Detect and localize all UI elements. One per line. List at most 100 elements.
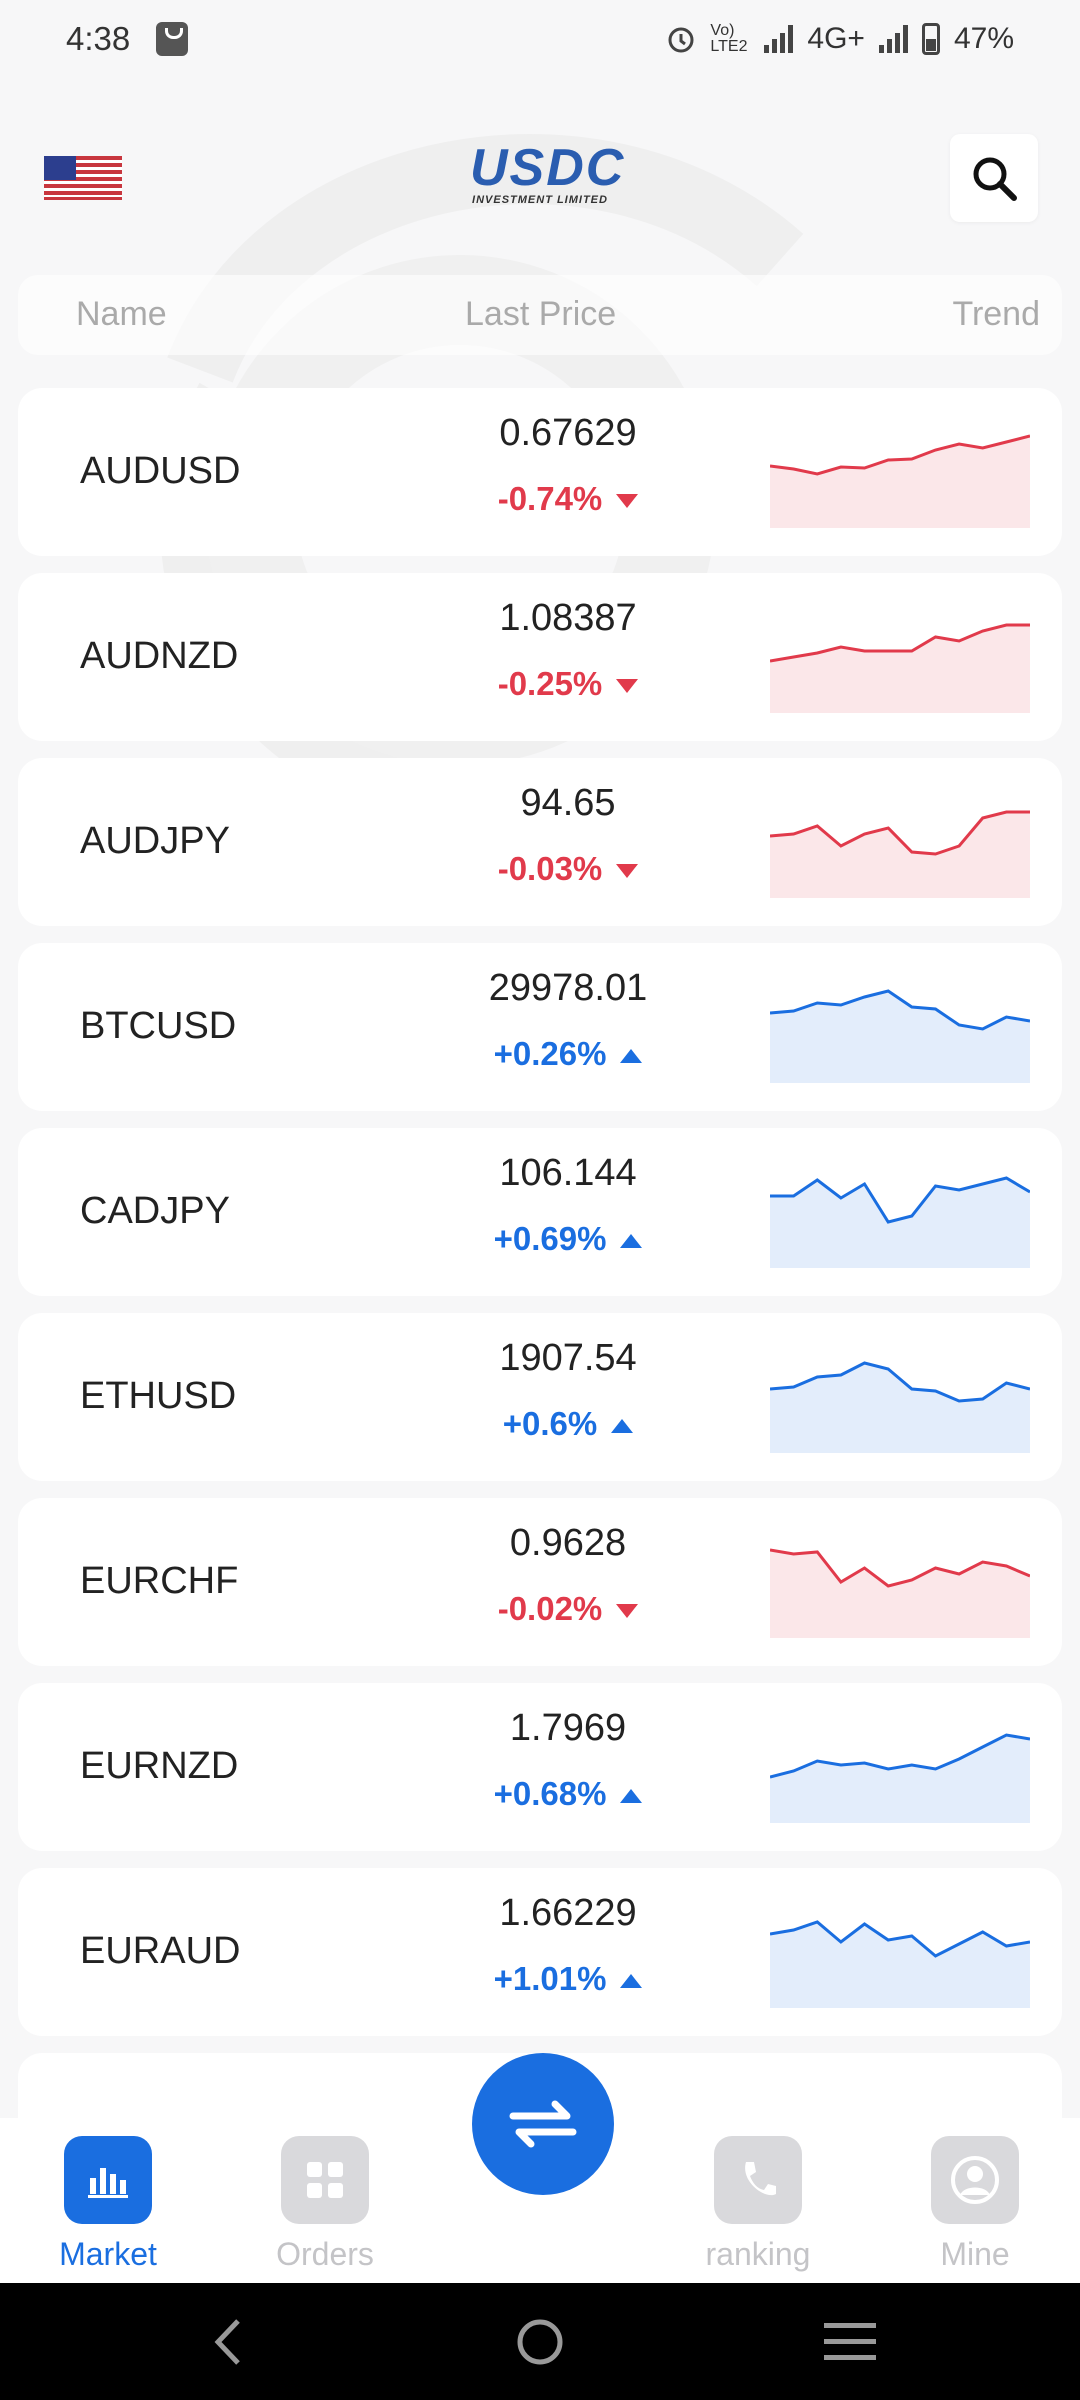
logo-text: USDC — [470, 139, 626, 197]
market-change-value: -0.02% — [497, 1590, 603, 1627]
nav-market[interactable]: Market — [28, 2136, 188, 2273]
grid-icon — [281, 2136, 369, 2224]
market-row[interactable]: AUDNZD 1.08387 -0.25% — [18, 573, 1062, 741]
market-symbol: EURCHF — [80, 1560, 239, 1602]
market-change-value: -0.03% — [497, 850, 603, 887]
triangle-up-icon — [620, 1789, 643, 1804]
trend-sparkline — [770, 1176, 1030, 1268]
triangle-down-icon — [616, 679, 639, 694]
market-price: 0.67629 — [499, 412, 637, 454]
triangle-up-icon — [620, 1049, 643, 1064]
trend-sparkline — [770, 810, 1030, 898]
market-change: +0.26% — [378, 1035, 758, 1073]
market-row[interactable]: EURCHF 0.9628 -0.02% — [18, 1498, 1062, 1666]
sparkline-line — [770, 1733, 1030, 1779]
triangle-down-icon — [616, 1604, 639, 1619]
market-symbol: EURNZD — [80, 1745, 239, 1787]
menu-icon[interactable] — [824, 2321, 876, 2363]
status-bar: 4:38 Vo) LTE2 4G+ 47% — [0, 0, 1080, 78]
market-change: +1.01% — [378, 1960, 758, 1998]
sparkline-area — [770, 991, 1030, 1083]
market-price: 0.9628 — [509, 1522, 627, 1564]
market-change-value: +0.68% — [493, 1775, 607, 1812]
us-flag-icon[interactable] — [44, 156, 122, 200]
phone-icon — [714, 2136, 802, 2224]
swap-button[interactable] — [472, 2053, 614, 2195]
trend-sparkline — [770, 1920, 1030, 2008]
alarm-icon — [668, 27, 694, 53]
nav-mine[interactable]: Mine — [895, 2136, 1055, 2273]
nav-ranking[interactable]: ranking — [678, 2136, 838, 2273]
signal-2-icon — [878, 25, 908, 53]
sparkline-line — [770, 1920, 1030, 1958]
nav-orders[interactable]: Orders — [245, 2136, 405, 2273]
triangle-up-icon — [620, 1974, 643, 1989]
home-icon[interactable] — [515, 2317, 565, 2367]
market-change: -0.25% — [378, 665, 758, 703]
trend-sparkline — [770, 989, 1030, 1083]
market-change-value: +0.26% — [493, 1035, 607, 1072]
battery-percent: 47% — [953, 22, 1014, 55]
market-change: -0.74% — [378, 480, 758, 518]
sparkline-area — [770, 625, 1030, 713]
market-change: -0.03% — [378, 850, 758, 888]
market-price: 106.144 — [499, 1152, 637, 1194]
trend-sparkline — [770, 623, 1030, 713]
brand-logo: USDC INVESTMENT LIMITED — [470, 139, 626, 212]
triangle-up-icon — [611, 1419, 634, 1434]
column-trend: Trend — [952, 295, 1040, 333]
market-price: 29978.01 — [488, 967, 648, 1009]
market-symbol: AUDNZD — [80, 635, 239, 677]
market-symbol: AUDUSD — [80, 450, 241, 492]
market-row[interactable]: AUDJPY 94.65 -0.03% — [18, 758, 1062, 926]
sparkline-line — [770, 434, 1030, 476]
sparkline-line — [770, 623, 1030, 663]
market-price: 1.08387 — [499, 597, 637, 639]
triangle-down-icon — [616, 864, 639, 879]
market-symbol: ETHUSD — [80, 1375, 237, 1417]
market-change-value: -0.74% — [497, 480, 603, 517]
market-row[interactable]: AUDUSD 0.67629 -0.74% — [18, 388, 1062, 556]
system-nav-bar — [0, 2283, 1080, 2400]
trend-sparkline — [770, 1548, 1030, 1638]
market-row[interactable]: EURNZD 1.7969 +0.68% — [18, 1683, 1062, 1851]
search-button[interactable] — [950, 134, 1038, 222]
triangle-up-icon — [620, 1234, 643, 1249]
sparkline-area — [770, 1922, 1030, 2008]
sparkline-area — [770, 1735, 1030, 1823]
sparkline-area — [770, 436, 1030, 528]
market-symbol: CADJPY — [80, 1190, 230, 1232]
sparkline-area — [770, 1178, 1030, 1268]
market-symbol: AUDJPY — [80, 820, 230, 862]
status-time: 4:38 — [66, 20, 131, 57]
trend-sparkline — [770, 434, 1030, 528]
market-price: 94.65 — [520, 782, 616, 824]
column-last-price: Last Price — [465, 295, 617, 333]
network-type: 4G+ — [807, 22, 865, 55]
market-change: +0.68% — [378, 1775, 758, 1813]
user-icon — [931, 2136, 1019, 2224]
column-header: Name Last Price Trend — [18, 275, 1062, 355]
market-price: 1907.54 — [499, 1337, 637, 1379]
market-change-value: +0.69% — [493, 1220, 607, 1257]
market-price: 1.66229 — [499, 1892, 637, 1934]
market-row[interactable]: BTCUSD 29978.01 +0.26% — [18, 943, 1062, 1111]
sparkline-line — [770, 1176, 1030, 1224]
bar-chart-icon — [64, 2136, 152, 2224]
market-row[interactable]: ETHUSD 1907.54 +0.6% — [18, 1313, 1062, 1481]
shopping-bag-icon — [156, 22, 189, 56]
trend-sparkline — [770, 1733, 1030, 1823]
back-icon[interactable] — [210, 2317, 246, 2367]
sparkline-area — [770, 812, 1030, 898]
market-price: 1.7969 — [509, 1707, 627, 1749]
market-row[interactable]: EURAUD 1.66229 +1.01% — [18, 1868, 1062, 2036]
nav-orders-label: Orders — [276, 2236, 374, 2272]
market-change: -0.02% — [378, 1590, 758, 1628]
trend-sparkline — [770, 1361, 1030, 1453]
signal-icon — [764, 25, 794, 53]
sparkline-line — [770, 1361, 1030, 1403]
nav-market-label: Market — [59, 2236, 157, 2272]
search-icon — [973, 157, 1017, 201]
market-row[interactable]: CADJPY 106.144 +0.69% — [18, 1128, 1062, 1296]
market-change-value: -0.25% — [497, 665, 603, 702]
